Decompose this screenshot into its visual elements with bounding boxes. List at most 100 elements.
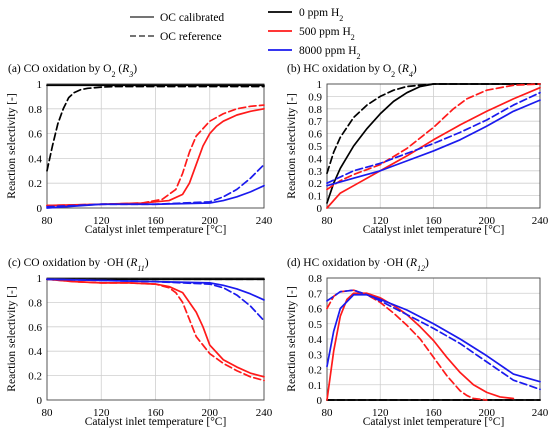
panel-title-text: (a) CO oxidation by O [8, 63, 111, 75]
y-tick-label: 0.6 [28, 322, 42, 334]
x-tick-label: 240 [256, 215, 273, 227]
panel-title-paren: ) [413, 63, 417, 75]
series-line-dashed [326, 91, 541, 185]
panel-title: (c) CO oxidation by ·OH (R11) [8, 257, 149, 273]
y-tick-label: 0.4 [28, 153, 42, 165]
series-line-dashed [46, 104, 265, 207]
series-line-solid [326, 99, 541, 187]
x-axis-label: Catalyst inlet temperature [°C] [363, 416, 505, 428]
panel-title-reaction-subscript: 12 [417, 264, 425, 273]
y-tick-label: 0.1 [308, 191, 322, 203]
y-tick-label: 0.7 [308, 288, 322, 300]
x-tick-label: 80 [322, 407, 334, 419]
x-axis-label: Catalyst inlet temperature [°C] [363, 224, 505, 236]
panel-title-subscript: 2 [111, 70, 115, 79]
panel-title-text: (b) HC oxidation by O [287, 63, 391, 75]
x-tick-label: 160 [147, 407, 164, 419]
y-axis-label: Reaction selectivity [-] [286, 93, 298, 198]
x-tick-label: 200 [479, 215, 496, 227]
y-tick-label: 0 [317, 203, 323, 215]
panel-title-reaction-subscript: 11 [137, 264, 144, 273]
x-tick-label: 200 [202, 215, 219, 227]
x-tick-label: 240 [532, 215, 549, 227]
x-tick-label: 200 [479, 407, 496, 419]
x-tick-label: 120 [93, 215, 110, 227]
x-tick-label: 160 [425, 407, 442, 419]
y-tick-label: 0.3 [308, 349, 322, 361]
y-tick-label: 0.2 [308, 178, 322, 190]
panel-title-paren: ) [425, 257, 429, 269]
y-tick-label: 1 [317, 79, 323, 91]
x-axis-label: Catalyst inlet temperature [°C] [85, 224, 227, 236]
x-tick-label: 120 [372, 407, 389, 419]
series-line-dashed [326, 83, 541, 191]
y-axis-label: Reaction selectivity [-] [6, 93, 18, 198]
panel-title-text: (d) HC oxidation by ·OH [287, 257, 403, 269]
panel-title: (b) HC oxidation by O2 (R4) [287, 63, 417, 79]
legend-label-subscript: 2 [351, 33, 355, 42]
panel-d: 0 0.1 0.2 0.3 0.4 0.5 0.6 0.7 0.8 80 120 160 200 240 (… [286, 257, 549, 428]
panel-title-reaction: R [121, 63, 129, 75]
y-axis-label: Reaction selectivity [-] [286, 286, 298, 391]
y-tick-label: 0 [317, 395, 323, 407]
panel-title-reaction-subscript: 3 [128, 70, 133, 79]
panel-b: 00.10.20.30.40.50.60.70.80.91 80 120 160 200… [286, 63, 549, 236]
plot-frame [46, 277, 265, 401]
panel-title-reaction: R [401, 63, 409, 75]
panel-title: (d) HC oxidation by ·OH (R12) [287, 257, 429, 273]
legend-label-text: 0 ppm H [299, 7, 339, 19]
panel-title-paren: ( [403, 257, 410, 269]
panel-title-subscript: 2 [391, 70, 395, 79]
panel-title-reaction: R [129, 257, 137, 269]
series-line-dashed [326, 83, 541, 175]
x-tick-label: 120 [93, 407, 110, 419]
legend-label: OC calibrated [160, 12, 224, 24]
x-tick-label: 160 [147, 215, 164, 227]
y-tick-label: 0.6 [308, 129, 322, 141]
y-tick-label: 0.3 [308, 166, 322, 178]
y-tick-label: 0.8 [308, 273, 322, 285]
panel-a: 0 0.2 0.4 0.6 0.8 1 80 120 160 200 240 (a) CO oxida… [6, 63, 273, 236]
y-tick-label: 0.6 [308, 304, 322, 316]
x-tick-label: 160 [425, 215, 442, 227]
series-line-dashed [326, 289, 541, 391]
panel-title-text: (c) CO oxidation by ·OH [8, 257, 124, 269]
y-tick-label: 0.7 [308, 116, 322, 128]
x-tick-label: 240 [532, 407, 549, 419]
panel-title-paren: ) [145, 257, 149, 269]
x-tick-label: 240 [256, 407, 273, 419]
panel-title-paren: ) [133, 63, 137, 75]
legend-label-subscript: 2 [357, 52, 361, 61]
y-tick-label: 0.5 [308, 141, 322, 153]
series-line-dashed [46, 85, 265, 172]
y-tick-label: 0.2 [28, 178, 42, 190]
x-tick-label: 120 [372, 215, 389, 227]
panel-title-reaction: R [409, 257, 417, 269]
y-tick-label: 0.1 [308, 380, 322, 392]
legend-label: 500 ppm H2 [299, 26, 355, 42]
series-line-solid [326, 293, 541, 383]
y-tick-label: 0.8 [308, 104, 322, 116]
x-tick-label: 80 [42, 407, 54, 419]
y-tick-label: 0.2 [308, 365, 322, 377]
panel-title-paren: ( [115, 63, 122, 75]
panel-title-reaction-subscript: 4 [409, 70, 413, 79]
plot-frame [46, 83, 265, 209]
series-line-dashed [46, 278, 265, 382]
y-axis-label: Reaction selectivity [-] [6, 286, 18, 391]
legend-label: 8000 ppm H2 [299, 45, 361, 61]
y-tick-label: 0.8 [28, 104, 42, 116]
y-tick-label: 0.8 [28, 297, 42, 309]
x-tick-label: 80 [322, 215, 334, 227]
x-axis-label: Catalyst inlet temperature [°C] [85, 416, 227, 428]
y-tick-label: 0.4 [308, 153, 322, 165]
series-line-dashed [46, 278, 265, 322]
panel-c: 0 0.2 0.4 0.6 0.8 1 80 120 160 200 240 (c) CO oxida… [6, 257, 273, 428]
y-tick-label: 0.2 [28, 371, 42, 383]
y-tick-label: 0 [37, 395, 43, 407]
legend-label: OC reference [160, 31, 222, 43]
y-tick-label: 0.9 [308, 91, 322, 103]
panel-title-paren: ( [124, 257, 131, 269]
